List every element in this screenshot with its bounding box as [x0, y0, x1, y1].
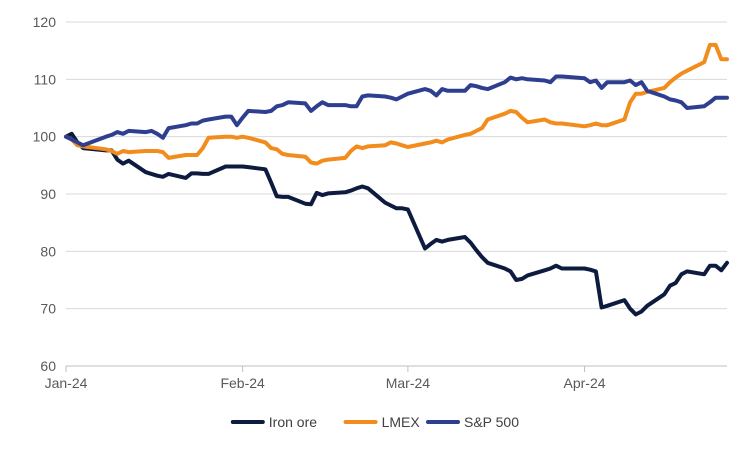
series-line-lmex	[64, 42, 729, 166]
y-tick-label: 60	[40, 358, 56, 374]
series-lines	[64, 42, 729, 317]
legend-label: LMEX	[382, 414, 421, 430]
series-line-iron-ore	[64, 131, 729, 317]
x-tick-label: Jan-24	[45, 375, 88, 391]
legend-item-lmex: LMEX	[343, 414, 421, 430]
legend-label: Iron ore	[269, 414, 317, 430]
legend-label: S&P 500	[464, 414, 519, 430]
gridlines	[66, 21, 727, 310]
y-tick-label: 120	[33, 14, 57, 30]
y-tick-label: 110	[34, 71, 57, 87]
legend: Iron ore LMEX S&P 500	[230, 414, 519, 430]
y-tick-label: 70	[40, 301, 56, 317]
legend-item-s-p-500: S&P 500	[426, 414, 519, 430]
y-tick-label: 80	[40, 243, 56, 259]
x-tick-label: Mar-24	[386, 375, 431, 391]
series-line-s-p-500	[64, 74, 729, 148]
y-tick-label: 100	[33, 129, 57, 145]
x-tick-label: Feb-24	[220, 375, 265, 391]
x-tick-label: Apr-24	[564, 375, 606, 391]
legend-item-iron-ore: Iron ore	[230, 414, 317, 430]
axes: 60 70 80 90 100 110 120 Jan-24 Feb-24 Mar-24 Apr-2…	[33, 14, 727, 391]
y-tick-label: 90	[40, 186, 56, 202]
